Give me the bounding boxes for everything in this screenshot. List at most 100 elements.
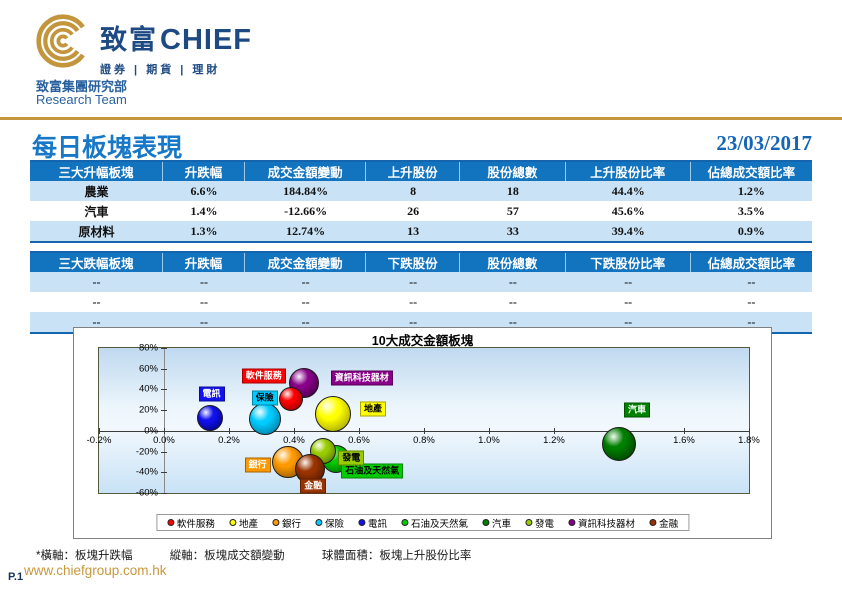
table-header-cell: 三大跌幅板塊: [30, 253, 163, 272]
bubble-label: 發電: [338, 450, 365, 466]
x-axis-tick: [684, 427, 685, 434]
legend-dot-icon: [401, 519, 408, 526]
y-axis-tick: [161, 410, 167, 412]
y-axis-tick: [161, 493, 167, 494]
x-axis-tick: [424, 427, 425, 434]
y-axis-tick: [161, 368, 167, 370]
legend-item: 金融: [649, 516, 678, 530]
legend-dot-icon: [482, 519, 490, 526]
x-axis-label: 0.8%: [413, 434, 435, 446]
brand-tagline: 證券 | 期貨 | 理財: [100, 64, 221, 76]
table-cell: --: [199, 294, 208, 309]
website-link[interactable]: www.chiefgroup.com.hk: [24, 563, 167, 578]
bubble-chart: 10大成交金額板塊 80% 60% 40% 20% 0% -20% -40% -60% -0.2…: [73, 327, 772, 539]
page-title: 每日板塊表現: [32, 134, 183, 162]
table-cell: 1.2%: [737, 183, 765, 198]
legend-label: 金融: [659, 518, 679, 530]
top-gainers-table: 三大升幅板塊 升跌幅 成交金額變動 上升股份 股份總數 上升股份比率 佔總成交額比率 農業 6…: [30, 160, 812, 243]
footnote-y-axis: 縱軸：板塊成交額變動: [169, 550, 285, 562]
legend-label: 電訊: [367, 518, 387, 530]
x-axis-tick: [489, 427, 490, 434]
table-row: 汽車 1.4% -12.66% 26 57 45.6% 3.5%: [30, 201, 812, 221]
table-cell: --: [409, 294, 418, 309]
table-cell: --: [508, 314, 517, 329]
x-axis-label: -0.2%: [86, 434, 112, 446]
y-axis-tick: [161, 389, 167, 391]
table-cell: --: [508, 274, 517, 289]
bubble-label: 保險: [251, 390, 278, 406]
table-header-cell: 上升股份比率: [566, 162, 691, 181]
legend-item: 銀行: [271, 516, 301, 530]
y-axis-label: -40%: [135, 466, 158, 478]
table-cell: 39.4%: [611, 223, 645, 238]
table-cell: 原材料: [78, 224, 115, 239]
legend-dot-icon: [525, 519, 533, 526]
legend-item: 地產: [228, 516, 258, 530]
x-axis-tick: [294, 427, 295, 434]
table-cell: --: [747, 314, 756, 329]
table-cell: --: [409, 314, 418, 329]
table-cell: 33: [506, 223, 519, 238]
y-axis-tick: [161, 451, 167, 453]
table-cell: --: [747, 294, 756, 309]
chart-bubble: [602, 426, 636, 461]
x-axis-tick: [164, 427, 165, 434]
chart-bubble: [248, 403, 281, 436]
y-axis-line: [164, 348, 165, 493]
table-cell: 57: [506, 203, 519, 218]
table-header-cell: 佔總成交額比率: [707, 166, 796, 180]
table-cell: --: [409, 274, 418, 289]
table-cell: --: [624, 294, 633, 309]
legend-dot-icon: [271, 519, 279, 526]
table-cell: --: [199, 314, 208, 329]
y-axis-label: 20%: [138, 404, 158, 416]
dept-name-en: Research Team: [36, 92, 127, 107]
table-cell: --: [508, 294, 517, 309]
bubble-label: 銀行: [244, 457, 271, 473]
logo-en: CHIEF: [160, 24, 252, 56]
x-axis-label: 0.2%: [218, 434, 240, 446]
legend-label: 地產: [238, 518, 258, 530]
table-cell: --: [624, 274, 633, 289]
table-header-cell: 升跌幅: [163, 253, 246, 272]
footnote-bubble-size: 球體面積：板塊上升股份比率: [321, 550, 472, 562]
gold-divider: [0, 117, 842, 120]
legend-item: 軟件服務: [166, 516, 215, 530]
top-losers-table: 三大跌幅板塊 升跌幅 成交金額變動 下跌股份 股份總數 下跌股份比率 佔總成交額比率 -- -…: [30, 251, 812, 334]
table-cell: 26: [407, 203, 420, 218]
legend-dot-icon: [166, 519, 174, 526]
bubble-label: 汽車: [623, 402, 651, 418]
table-header-cell: 上升股份: [366, 162, 461, 181]
table-header-cell: 佔總成交額比率: [707, 257, 796, 271]
y-axis-label: -60%: [135, 487, 158, 499]
table-cell: 44.4%: [611, 183, 645, 198]
bubble-label: 石油及天然氣: [341, 463, 404, 479]
legend-label: 發電: [535, 518, 555, 530]
table-header-cell: 三大升幅板塊: [30, 162, 163, 181]
bubble-label: 電訊: [198, 386, 225, 402]
legend-dot-icon: [357, 519, 365, 526]
table-header-cell: 股份總數: [460, 162, 566, 181]
table-header-cell: 下跌股份比率: [566, 253, 691, 272]
chart-bubble: [315, 396, 351, 433]
table-cell: --: [301, 314, 310, 329]
legend-dot-icon: [228, 519, 236, 526]
x-axis-tick: [554, 427, 555, 434]
table-row: 農業 6.6% 184.84% 8 18 44.4% 1.2%: [30, 181, 812, 201]
table-header-row: 三大跌幅板塊 升跌幅 成交金額變動 下跌股份 股份總數 下跌股份比率 佔總成交額比率: [30, 253, 812, 272]
table-body: 農業 6.6% 184.84% 8 18 44.4% 1.2% 汽車 1.4% -12.66% 26…: [30, 181, 812, 241]
chart-legend: 軟件服務 地產 銀行 保險 電訊 石油及天然氣 汽車 發電 資訊科技器材 金融: [155, 514, 690, 531]
chart-title: 10大成交金額板塊: [371, 334, 474, 348]
legend-label: 資訊科技器材: [578, 518, 636, 530]
table-cell: --: [199, 274, 208, 289]
chart-bubble: [196, 405, 223, 432]
table-row: -- -- -- -- -- -- --: [30, 292, 812, 312]
legend-item: 保險: [314, 516, 344, 530]
table-cell: -12.66%: [284, 203, 328, 218]
legend-label: 保險: [324, 518, 344, 530]
table-header-cell: 成交金額變動: [245, 162, 367, 181]
table-cell: 汽車: [84, 204, 109, 219]
legend-dot-icon: [649, 519, 657, 526]
table-header-cell: 成交金額變動: [245, 253, 367, 272]
x-axis-label: 0.6%: [348, 434, 370, 446]
